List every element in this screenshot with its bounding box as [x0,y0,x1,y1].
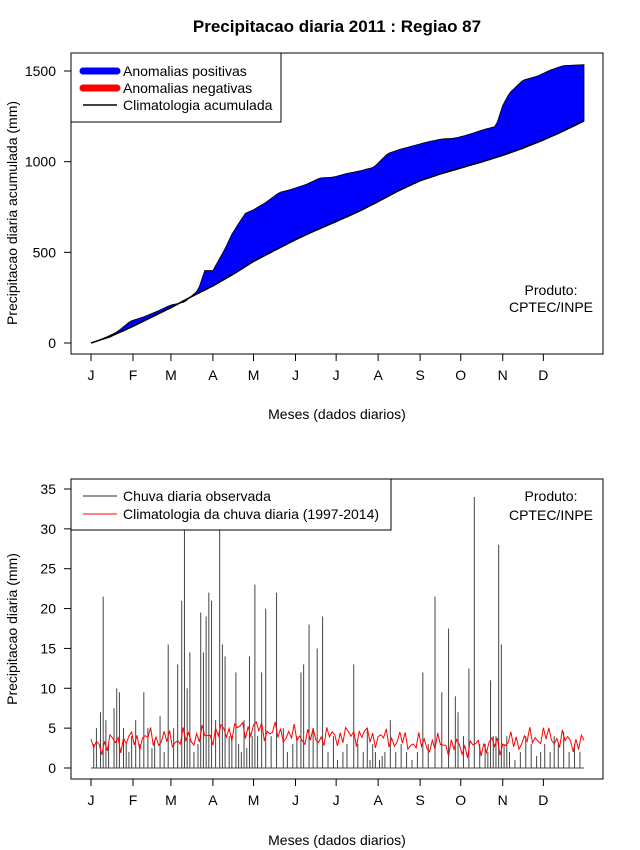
y-tick-label: 0 [48,760,56,776]
legend-label-daily-climatology: Climatologia da chuva diaria (1997-2014) [123,506,379,522]
y-tick-label: 35 [40,481,56,497]
x-tick-label: A [373,367,383,383]
y-tick-label: 1000 [25,154,56,170]
x-tick-label: J [333,792,340,808]
y-tick-label: 5 [48,720,56,736]
y-tick-label: 20 [40,601,56,617]
x-tick-label: O [455,792,466,808]
x-tick-label: A [208,792,218,808]
y-tick-label: 25 [40,561,56,577]
x-tick-label: N [498,792,508,808]
top-y-axis: 0 500 1000 1500 [25,63,72,351]
x-tick-label: A [373,792,383,808]
y-tick-label: 1500 [25,63,56,79]
bottom-plot: 0 5 10 15 20 25 30 35 J F M A M J J A S O N D Meses (dados… [4,478,604,848]
daily-climatology-line [90,720,585,759]
x-tick-label: J [88,367,95,383]
x-tick-label: M [248,792,260,808]
x-tick-label: S [415,367,424,383]
bottom-legend: Chuva diaria observada Climatologia da c… [70,478,392,531]
y-tick-label: 30 [40,521,56,537]
top-y-axis-label: Precipitacao diaria acumulada (mm) [4,101,20,325]
x-tick-label: O [455,367,466,383]
top-product-label: Produto: [525,282,578,298]
x-tick-label: F [129,792,138,808]
legend-label-observed: Chuva diaria observada [123,488,271,504]
top-legend: Anomalias positivas Anomalias negativas … [70,52,282,123]
x-tick-label: D [538,367,548,383]
x-tick-label: M [165,367,177,383]
x-tick-label: J [292,792,299,808]
x-tick-label: J [333,367,340,383]
x-tick-label: J [88,792,95,808]
bottom-y-axis-label: Precipitacao diaria (mm) [4,553,20,705]
y-tick-label: 10 [40,680,56,696]
daily-rain-bars [91,496,584,769]
top-plot: 0 500 1000 1500 J F M A M J J A S O N D Meses (dados d… [4,52,604,422]
x-tick-label: A [208,367,218,383]
bottom-x-axis-label: Meses (dados diarios) [268,832,406,848]
climatology-accumulated-line [90,120,585,344]
x-tick-label: J [292,367,299,383]
legend-label-positive: Anomalias positivas [123,63,247,79]
bottom-legend-box [70,478,392,531]
x-tick-label: M [248,367,260,383]
bottom-y-axis: 0 5 10 15 20 25 30 35 [40,481,72,776]
bottom-product-source: CPTEC/INPE [509,507,593,523]
x-tick-label: D [538,792,548,808]
chart-title: Precipitacao diaria 2011 : Regiao 87 [193,17,481,36]
legend-label-negative: Anomalias negativas [123,80,252,96]
bottom-product-label: Produto: [525,488,578,504]
x-tick-label: F [129,367,138,383]
top-x-axis-label: Meses (dados diarios) [268,406,406,422]
y-tick-label: 500 [33,244,57,260]
x-tick-label: M [165,792,177,808]
x-tick-label: N [498,367,508,383]
y-tick-label: 15 [40,640,56,656]
legend-label-climatology: Climatologia acumulada [123,97,273,113]
y-tick-label: 0 [48,335,56,351]
x-tick-label: S [415,792,424,808]
top-product-source: CPTEC/INPE [509,299,593,315]
